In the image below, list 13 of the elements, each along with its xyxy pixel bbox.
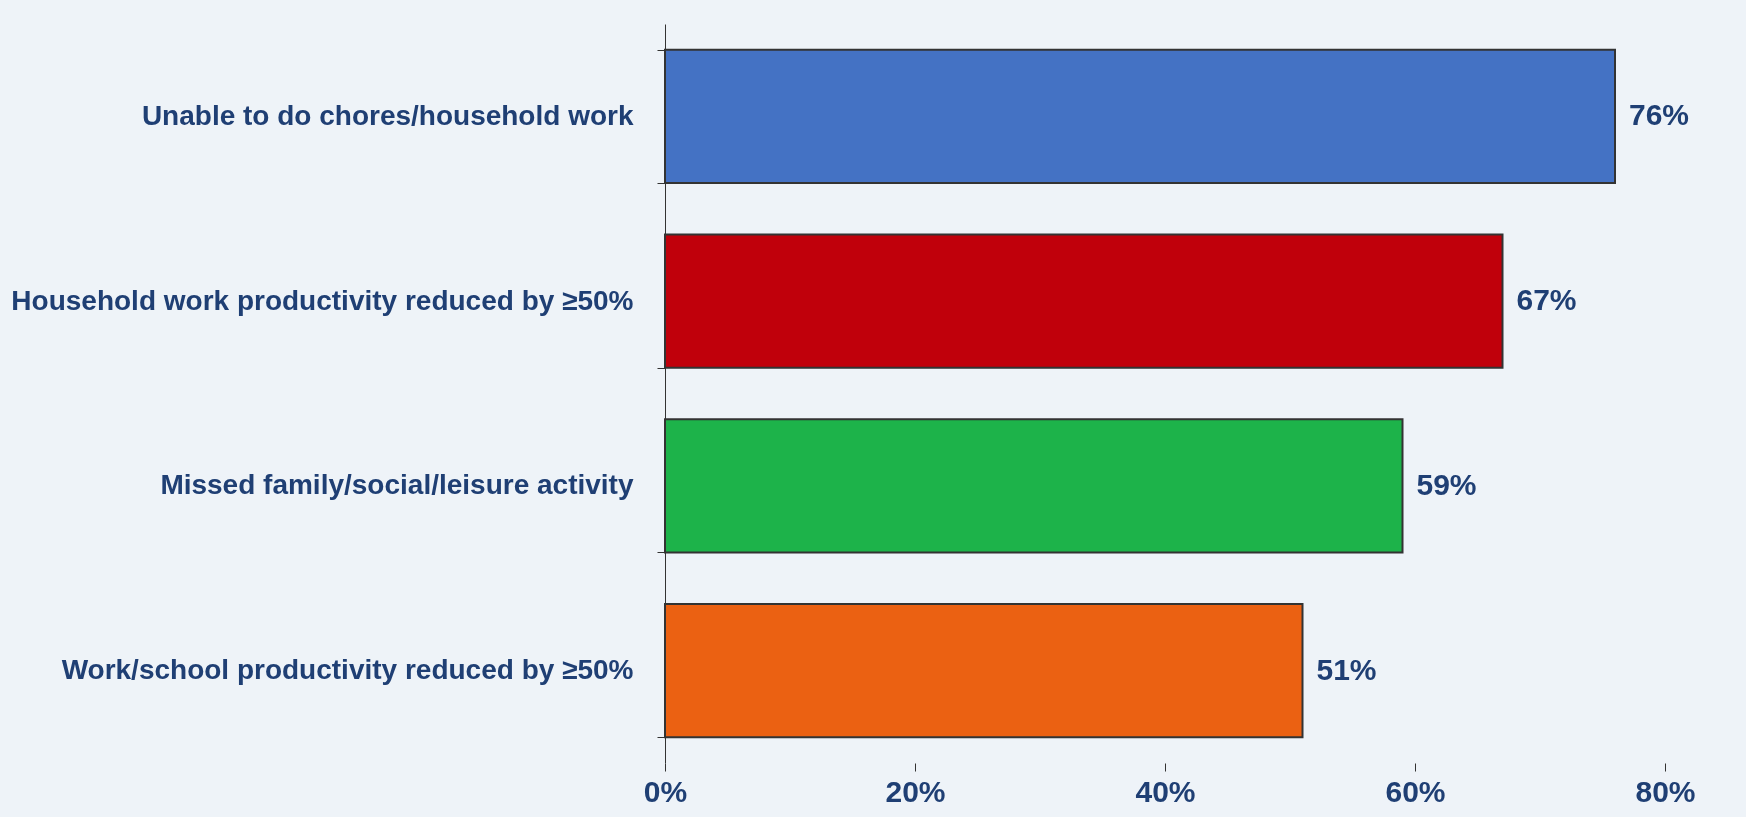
x-tick-label: 20%	[885, 774, 946, 808]
data-label: 59%	[1416, 467, 1477, 501]
y-tick-label: Missed family/social/leisure activity	[160, 469, 634, 501]
x-tick-label: 60%	[1385, 774, 1446, 808]
data-label: 76%	[1629, 98, 1690, 132]
y-tick-label: Unable to do chores/household work	[141, 99, 634, 131]
x-tick-label: 40%	[1135, 774, 1196, 808]
y-tick-label: Work/school productivity reduced by ≥50%	[61, 654, 634, 686]
data-label: 67%	[1516, 283, 1577, 317]
y-tick-label: Household work productivity reduced by ≥50%	[11, 284, 634, 316]
data-label: 51%	[1316, 652, 1377, 686]
x-tick-label: 80%	[1635, 774, 1696, 808]
x-tick-label: 0%	[643, 774, 688, 808]
